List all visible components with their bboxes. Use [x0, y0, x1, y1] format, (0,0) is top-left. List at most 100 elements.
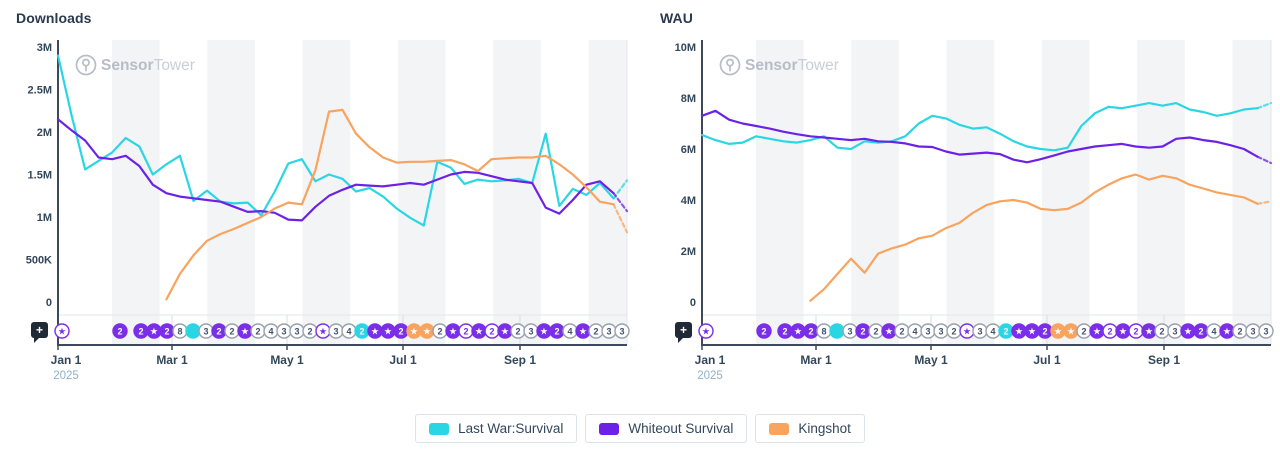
series-forecast-dashed-kingshot [1256, 200, 1273, 205]
event-badge[interactable]: 2 [159, 323, 175, 339]
event-badge[interactable]: ★ [790, 323, 806, 339]
svg-text:2: 2 [899, 326, 904, 336]
sensortower-watermark-text: SensorTower [101, 57, 195, 74]
event-badge[interactable]: ★ [445, 323, 461, 339]
event-badge[interactable]: 4 [562, 323, 578, 339]
event-badge[interactable]: 3 [276, 323, 292, 339]
event-badge[interactable]: 3 [842, 323, 858, 339]
event-badge[interactable]: ★ [959, 323, 975, 339]
event-badge[interactable]: 2 [354, 323, 370, 339]
event-badge[interactable]: ★ [1089, 323, 1105, 339]
event-badge[interactable]: 3 [198, 323, 214, 339]
event-badge[interactable]: ★ [406, 323, 422, 339]
event-badge[interactable]: 3 [920, 323, 936, 339]
event-badge[interactable]: ★ [315, 323, 331, 339]
event-badge[interactable]: 3 [1167, 323, 1183, 339]
event-badge[interactable]: ★ [536, 323, 552, 339]
event-badge[interactable]: 2 [1037, 323, 1053, 339]
event-badge[interactable]: 2 [250, 323, 266, 339]
event-badge[interactable]: ★ [146, 323, 162, 339]
event-badge[interactable]: 3 [933, 323, 949, 339]
event-badge[interactable]: ★ [1024, 323, 1040, 339]
event-badge[interactable]: ★ [1219, 323, 1235, 339]
event-badge[interactable]: 4 [263, 323, 279, 339]
event-badge[interactable] [829, 323, 845, 339]
event-badge[interactable]: 2 [894, 323, 910, 339]
event-badge[interactable]: 2 [432, 323, 448, 339]
event-badge[interactable]: 2 [998, 323, 1014, 339]
event-badge[interactable]: 2 [855, 323, 871, 339]
event-badge[interactable]: 8 [816, 323, 832, 339]
event-badge[interactable]: 2 [756, 323, 772, 339]
svg-text:3: 3 [938, 326, 943, 336]
event-badge[interactable]: 4 [985, 323, 1001, 339]
event-badge[interactable]: ★ [471, 323, 487, 339]
event-badge[interactable]: 3 [328, 323, 344, 339]
event-badge[interactable]: ★ [380, 323, 396, 339]
event-badge[interactable]: ★ [698, 323, 714, 339]
legend-item-kingshot[interactable]: Kingshot [755, 414, 865, 443]
event-badge[interactable]: ★ [1141, 323, 1157, 339]
event-badge[interactable]: 2 [868, 323, 884, 339]
event-badge[interactable]: ★ [1050, 323, 1066, 339]
event-badge[interactable]: ★ [1011, 323, 1027, 339]
legend-item-last-war-survival[interactable]: Last War:Survival [415, 414, 578, 443]
event-badge[interactable]: 2 [133, 323, 149, 339]
event-badge[interactable]: 2 [946, 323, 962, 339]
month-stripe [112, 40, 160, 345]
event-badge[interactable]: 2 [510, 323, 526, 339]
legend-item-whiteout-survival[interactable]: Whiteout Survival [585, 414, 748, 443]
add-annotation-button[interactable]: + [31, 322, 48, 343]
event-badge[interactable] [185, 323, 201, 339]
event-badge[interactable]: ★ [367, 323, 383, 339]
event-badge[interactable]: 8 [172, 323, 188, 339]
legend-label: Kingshot [798, 421, 851, 436]
svg-text:3: 3 [1263, 326, 1268, 336]
event-badge[interactable]: ★ [54, 323, 70, 339]
event-badge[interactable]: 2 [302, 323, 318, 339]
series-line-last-war-survival [700, 101, 1259, 152]
event-badge[interactable]: 2 [803, 323, 819, 339]
svg-text:★: ★ [1015, 327, 1023, 336]
event-badge[interactable]: 3 [1258, 323, 1274, 339]
event-badge[interactable]: 3 [614, 323, 630, 339]
event-badge[interactable]: 2 [588, 323, 604, 339]
event-badge[interactable]: 2 [549, 323, 565, 339]
event-badge[interactable]: 3 [289, 323, 305, 339]
event-badge[interactable]: 2 [1193, 323, 1209, 339]
event-badge[interactable]: 2 [1232, 323, 1248, 339]
add-annotation-button[interactable]: + [675, 322, 692, 343]
event-badge[interactable]: 2 [211, 323, 227, 339]
event-badge[interactable]: ★ [497, 323, 513, 339]
svg-text:★: ★ [794, 327, 802, 336]
sensortower-watermark-logo [719, 54, 741, 76]
event-badge[interactable]: ★ [1180, 323, 1196, 339]
event-badge[interactable]: 3 [601, 323, 617, 339]
event-badge[interactable]: 2 [224, 323, 240, 339]
event-badge[interactable]: ★ [1063, 323, 1079, 339]
event-badge[interactable]: ★ [1115, 323, 1131, 339]
event-badge[interactable]: 4 [907, 323, 923, 339]
event-badge[interactable]: 2 [1076, 323, 1092, 339]
month-stripe [1232, 40, 1271, 345]
event-badge[interactable]: 3 [523, 323, 539, 339]
event-badge[interactable]: 2 [1128, 323, 1144, 339]
event-badge[interactable]: ★ [237, 323, 253, 339]
event-badge[interactable]: ★ [419, 323, 435, 339]
event-badge[interactable]: 2 [777, 323, 793, 339]
event-badge[interactable]: 3 [1245, 323, 1261, 339]
event-badge[interactable]: ★ [575, 323, 591, 339]
event-badge[interactable]: 4 [1206, 323, 1222, 339]
event-badge[interactable]: 2 [393, 323, 409, 339]
svg-text:★: ★ [371, 327, 379, 336]
event-badge[interactable]: 4 [341, 323, 357, 339]
event-badge[interactable]: 2 [458, 323, 474, 339]
event-badge[interactable]: 3 [972, 323, 988, 339]
x-axis-tick-label: Sep 1 [1148, 353, 1180, 367]
event-badge[interactable]: ★ [881, 323, 897, 339]
month-stripe [302, 40, 351, 345]
event-badge[interactable]: 2 [1102, 323, 1118, 339]
event-badge[interactable]: 2 [484, 323, 500, 339]
event-badge[interactable]: 2 [112, 323, 128, 339]
event-badge[interactable]: 2 [1154, 323, 1170, 339]
